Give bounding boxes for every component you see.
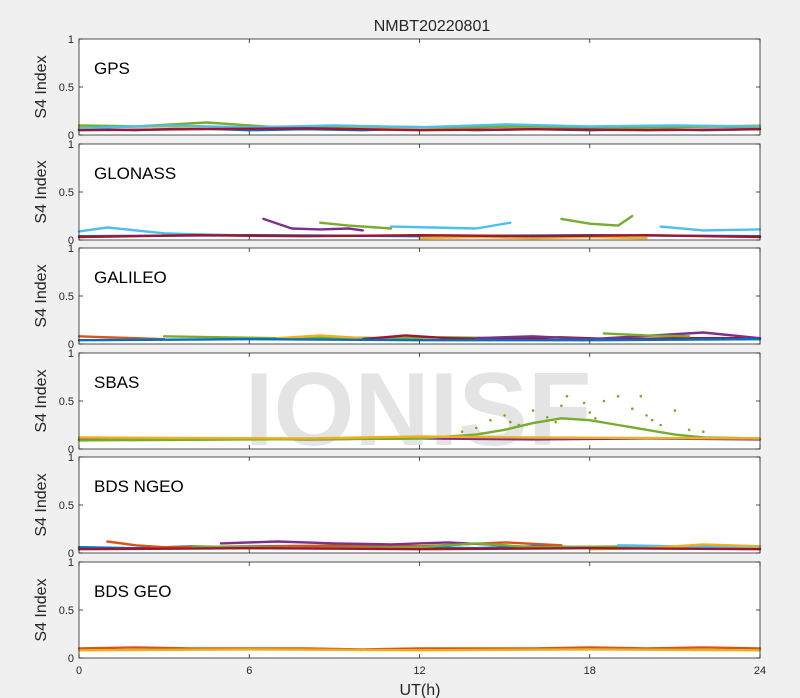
panel-label: GALILEO (94, 268, 167, 287)
series-line-5 (560, 214, 634, 227)
y-tick-label: 0.5 (59, 187, 74, 199)
series-line-3 (276, 334, 364, 340)
panel-sbas: IONISF 0 0.5 1 S4 Index SBAS (33, 348, 762, 468)
scatter-point-13 (616, 394, 620, 398)
y-axis-label: S4 Index (33, 369, 50, 432)
series-line-3 (319, 221, 393, 230)
series-line-4 (77, 123, 762, 130)
panel-label: BDS NGEO (94, 477, 184, 496)
scatter-point-11 (588, 411, 592, 414)
scatter-point-22 (594, 417, 597, 420)
scatter-point-2 (475, 426, 478, 430)
y-tick-label: 0.5 (59, 500, 74, 512)
plot-area (79, 144, 760, 240)
series-line-3 (77, 435, 762, 440)
scatter-point-14 (631, 407, 634, 411)
series-line-4 (361, 334, 762, 341)
y-axis-label: S4 Index (33, 473, 50, 536)
y-axis-label: S4 Index (33, 264, 50, 327)
panel-label: BDS GEO (94, 582, 171, 601)
series-line-2 (77, 648, 762, 652)
scatter-point-8 (560, 404, 563, 408)
panels-group: 0 0.5 1 S4 Index GPS 0 0.5 1 S4 Index GLONASS 0 0.5… (33, 34, 766, 677)
y-tick-label: 0 (68, 444, 74, 456)
y-tick-label: 1 (68, 243, 74, 255)
plot-area (79, 353, 760, 449)
scatter-point-19 (687, 428, 691, 432)
scatter-point-10 (582, 401, 586, 405)
scatter-point-15 (639, 394, 643, 398)
plot-area (79, 248, 760, 344)
panel-glonass: 0 0.5 1 S4 Index GLONASS (33, 139, 762, 247)
panel-gps: 0 0.5 1 S4 Index GPS (33, 34, 762, 142)
scatter-point-7 (545, 416, 549, 419)
y-tick-label: 0 (68, 548, 74, 560)
y-tick-label: 0 (68, 339, 74, 351)
panel-label: SBAS (94, 373, 139, 392)
y-tick-label: 1 (68, 34, 74, 46)
series-line-6 (659, 225, 762, 232)
series-line-8 (418, 235, 648, 240)
y-tick-label: 0.5 (59, 605, 74, 617)
scatter-point-16 (650, 418, 654, 422)
series-line-4 (389, 221, 512, 230)
panel-galileo: 0 0.5 1 S4 Index GALILEO (33, 243, 762, 351)
scatter-point-23 (509, 420, 512, 424)
series-line-2 (262, 217, 364, 232)
series-line-1 (77, 646, 762, 651)
y-tick-label: 0.5 (59, 82, 74, 94)
scatter-point-21 (554, 420, 557, 424)
y-tick-label: 0 (68, 235, 74, 247)
scatter-point-18 (673, 409, 677, 412)
panel-bds-geo: 0 0.5 1 S4 Index BDS GEO (33, 557, 762, 665)
y-tick-label: 0 (68, 130, 74, 142)
series-line-2 (106, 540, 563, 549)
series-line-6 (602, 332, 691, 338)
series-line-3 (219, 540, 506, 547)
scatter-point-9 (565, 394, 569, 398)
y-tick-label: 0 (68, 653, 74, 665)
series-line-2 (77, 417, 762, 442)
series-line-9 (77, 233, 762, 239)
panel-bds-ngeo: 0 0.5 1 S4 Index BDS NGEO (33, 452, 762, 560)
y-tick-label: 0.5 (59, 291, 74, 303)
scatter-point-6 (531, 409, 535, 412)
scatter-point-5 (517, 423, 521, 427)
x-axis-label: UT(h) (400, 682, 441, 698)
y-axis-label: S4 Index (33, 160, 50, 223)
scatter-point-17 (659, 423, 662, 427)
watermark-text: IONISF (245, 352, 592, 468)
scatter-point-4 (503, 414, 506, 417)
x-tick-label: 18 (584, 665, 596, 677)
x-tick-label: 0 (76, 665, 82, 677)
y-tick-label: 1 (68, 348, 74, 360)
panel-label: GLONASS (94, 164, 176, 183)
scatter-point-24 (480, 432, 484, 435)
series-line-5 (77, 127, 762, 132)
y-tick-label: 1 (68, 139, 74, 151)
panel-label: GPS (94, 59, 130, 78)
plot-area (79, 457, 760, 553)
plot-area (79, 562, 760, 658)
y-tick-label: 1 (68, 452, 74, 464)
x-tick-label: 24 (754, 665, 766, 677)
y-tick-label: 1 (68, 557, 74, 569)
scatter-point-25 (645, 414, 648, 417)
y-axis-label: S4 Index (33, 55, 50, 118)
x-tick-label: 12 (413, 665, 425, 677)
series-line-5 (616, 544, 762, 550)
y-axis-label: S4 Index (33, 578, 50, 641)
y-tick-label: 0.5 (59, 396, 74, 408)
plot-area (79, 39, 760, 135)
scatter-point-1 (460, 430, 464, 434)
scatter-point-12 (602, 399, 606, 403)
scatter-point-20 (702, 430, 705, 434)
scatter-point-3 (489, 418, 492, 422)
chart-title: NMBT20220801 (374, 18, 491, 35)
x-tick-label: 6 (246, 665, 252, 677)
